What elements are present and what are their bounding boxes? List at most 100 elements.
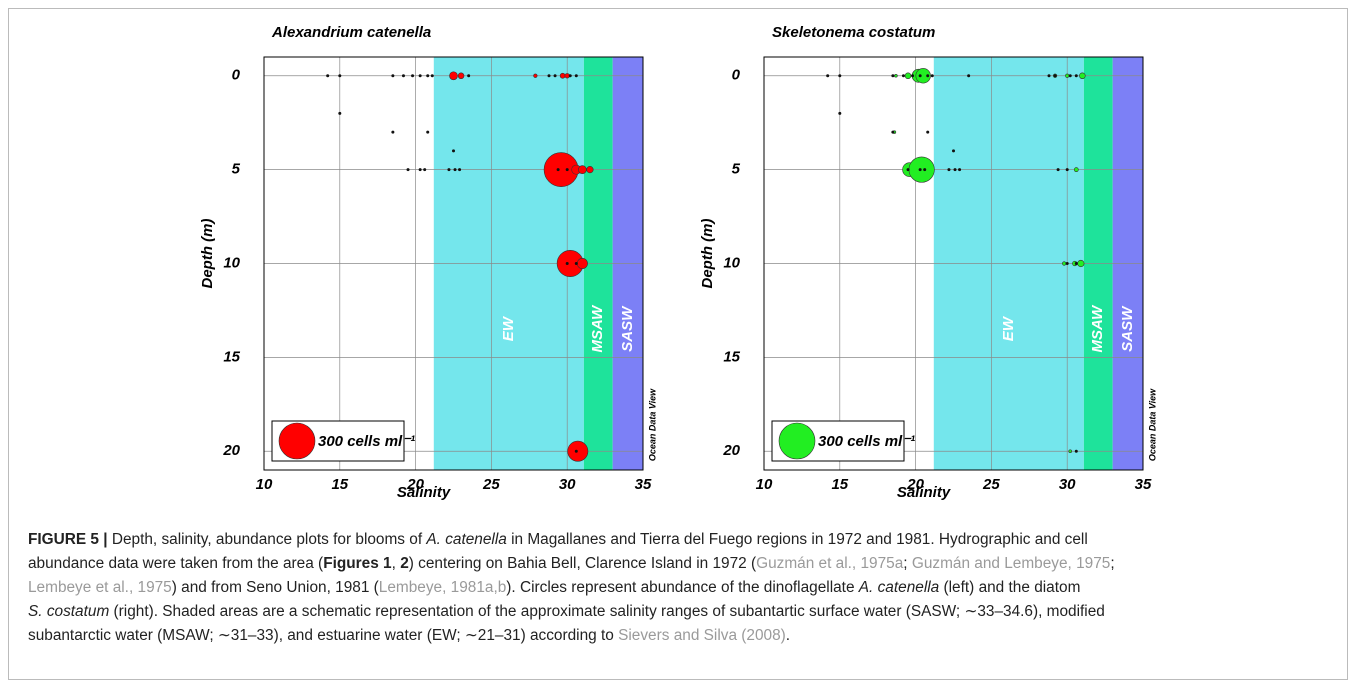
station-dot xyxy=(1068,74,1072,78)
caption: FIGURE 5 | Depth, salinity, abundance pl… xyxy=(28,528,1115,648)
bubble xyxy=(457,72,465,80)
station-dot xyxy=(565,262,569,265)
caption-text: ; xyxy=(903,555,912,572)
region-label: SASW xyxy=(1119,305,1136,352)
caption-text: . xyxy=(785,627,791,644)
station-dot xyxy=(901,74,905,78)
station-dot xyxy=(426,74,430,78)
x-tick-label: 15 xyxy=(331,476,348,493)
bubble xyxy=(1073,167,1079,173)
watermark: Ocean Data View xyxy=(1147,388,1157,461)
figure-frame xyxy=(8,8,1348,680)
y-tick-label: 0 xyxy=(232,67,241,84)
caption-text: ; xyxy=(1110,555,1115,572)
x-tick-label: 10 xyxy=(756,476,773,493)
caption-text: A. catenella xyxy=(858,579,940,596)
station-dot xyxy=(1074,262,1078,265)
bubble xyxy=(1077,259,1085,268)
station-dot xyxy=(930,74,934,78)
station-dot xyxy=(574,262,578,265)
station-dot xyxy=(826,74,830,78)
station-dot xyxy=(391,130,395,134)
station-dot xyxy=(411,74,415,78)
chart-title: Skeletonema costatum xyxy=(772,24,935,41)
station-dot xyxy=(1074,449,1078,453)
citation-link[interactable]: Sievers and Silva (2008) xyxy=(618,627,786,644)
caption-line: subantarctic water (MSAW; ∼31–33), and e… xyxy=(28,624,1115,648)
station-dot xyxy=(918,74,922,78)
citation-link[interactable]: Lembeye et al., 1975 xyxy=(28,579,172,596)
caption-line: FIGURE 5 | Depth, salinity, abundance pl… xyxy=(28,528,1115,552)
caption-text: subantarctic water (MSAW; ∼31–33), and e… xyxy=(28,627,619,644)
y-tick-label: 5 xyxy=(232,161,241,178)
legend-label: 300 cells ml⁻¹ xyxy=(318,433,415,450)
figure: Alexandrium catenella EW MSAW SASW 10 15 20 25 3… xyxy=(199,24,1157,501)
bubble xyxy=(904,72,912,80)
station-dot xyxy=(1053,74,1057,78)
y-axis-label: Depth (m) xyxy=(199,219,216,289)
station-dot xyxy=(406,168,410,172)
y-tick-label: 15 xyxy=(223,348,240,365)
citation-link[interactable]: Guzmán et al., 1975a xyxy=(756,555,904,572)
x-tick-label: 20 xyxy=(906,476,924,493)
caption-text: A. catenella xyxy=(426,531,507,548)
station-dot xyxy=(338,74,342,78)
station-dot xyxy=(891,74,895,78)
station-dot xyxy=(556,168,560,172)
x-tick-label: 20 xyxy=(406,476,424,493)
caption-text: Depth, salinity, abundance plots for blo… xyxy=(107,531,427,548)
station-dot xyxy=(391,74,395,78)
caption-text: abundance data were taken from the area … xyxy=(28,555,324,572)
region-label: MSAW xyxy=(1089,304,1106,353)
station-dot xyxy=(1074,74,1078,78)
region-label: EW xyxy=(1000,315,1017,341)
station-dot xyxy=(952,149,955,153)
station-dot xyxy=(430,74,434,78)
station-dot xyxy=(1056,168,1060,172)
caption-text: S. costatum xyxy=(28,603,110,620)
station-dot xyxy=(565,168,569,172)
x-tick-label: 35 xyxy=(1135,476,1152,493)
station-dot xyxy=(401,74,405,78)
caption-line: S. costatum (right). Shaded areas are a … xyxy=(28,600,1115,624)
station-dot xyxy=(926,74,930,78)
station-dot xyxy=(906,168,910,172)
caption-line: abundance data were taken from the area … xyxy=(28,552,1115,576)
legend-bubble xyxy=(778,422,816,460)
caption-text: Figures 1 xyxy=(323,555,392,572)
station-dot xyxy=(418,74,422,78)
station-dot xyxy=(426,130,430,134)
station-dot xyxy=(447,168,451,172)
station-dot xyxy=(923,168,927,172)
station-dot xyxy=(423,168,427,172)
x-tick-label: 10 xyxy=(256,476,273,493)
y-tick-label: 15 xyxy=(723,348,740,365)
station-dot xyxy=(568,74,572,78)
y-tick-label: 20 xyxy=(222,442,240,459)
caption-text: (right). Shaded areas are a schematic re… xyxy=(109,603,1105,620)
x-tick-label: 35 xyxy=(635,476,652,493)
y-axis-label: Depth (m) xyxy=(699,219,716,289)
x-tick-label: 25 xyxy=(482,476,500,493)
station-dot xyxy=(452,149,455,153)
legend-label: 300 cells ml⁻¹ xyxy=(818,433,915,450)
bubble xyxy=(578,165,587,174)
x-tick-label: 15 xyxy=(831,476,848,493)
y-tick-label: 20 xyxy=(722,442,740,459)
plot-frame xyxy=(763,56,1144,471)
bubble xyxy=(559,72,566,79)
station-dot xyxy=(911,74,915,78)
bubble xyxy=(915,68,931,84)
citation-link[interactable]: Guzmán and Lembeye, 1975 xyxy=(911,555,1111,572)
station-dot xyxy=(918,168,922,172)
region-label: SASW xyxy=(619,305,636,352)
station-dot xyxy=(947,168,951,172)
citation-link[interactable]: Lembeye, 1981a,b xyxy=(378,579,507,596)
station-dot xyxy=(418,168,422,172)
caption-text: ). Circles represent abundance of the di… xyxy=(506,579,859,596)
station-dot xyxy=(891,130,895,134)
caption-text: ) centering on Bahia Bell, Clarence Isla… xyxy=(408,555,757,572)
x-tick-label: 25 xyxy=(982,476,1000,493)
bubble xyxy=(1062,261,1067,266)
